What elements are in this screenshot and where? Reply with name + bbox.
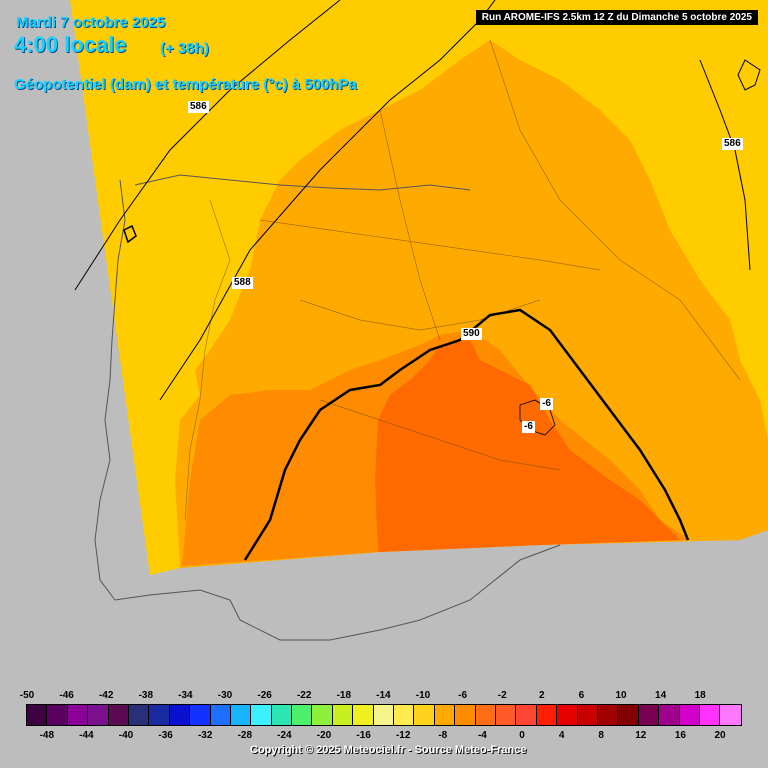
legend-swatch [495, 705, 517, 725]
legend-top-label: -2 [497, 690, 507, 701]
legend-swatch [169, 705, 191, 725]
legend-swatch [414, 705, 435, 725]
legend-bottom-label: -48 [39, 730, 55, 741]
legend-top-label: 6 [578, 690, 585, 701]
legend-top-label: -6 [458, 690, 468, 701]
coastline [94, 179, 561, 641]
legend-bottom-label: -16 [356, 730, 371, 741]
contour-label-590: 590 [461, 328, 482, 340]
legend-swatch [128, 705, 150, 725]
legend-top-label: -38 [138, 690, 154, 701]
legend-swatch [434, 705, 456, 725]
legend-swatch [149, 705, 170, 725]
copyright-text: Copyright © 2025 Meteociel.fr - Source M… [250, 744, 527, 756]
legend-top-label: -22 [296, 690, 312, 701]
legend-bottom-label: 0 [519, 730, 525, 741]
legend-swatch [659, 705, 680, 725]
legend-top-label: -30 [217, 690, 233, 701]
legend-swatch [108, 705, 129, 725]
legend-swatch [720, 705, 741, 725]
legend-top-label: -26 [257, 690, 272, 701]
isotherm-minus6 [519, 399, 556, 436]
legend-swatch [47, 705, 68, 725]
legend-swatch [475, 705, 496, 725]
parameter-title: Géopotentiel (dam) et température (°c) à… [14, 76, 357, 93]
legend-swatch [292, 705, 313, 725]
contour-586-b [699, 59, 751, 271]
legend-swatch [638, 705, 660, 725]
legend-swatch [394, 705, 415, 725]
island-outline-2 [123, 224, 137, 244]
legend-swatch [88, 705, 109, 725]
legend-swatch [679, 705, 700, 725]
legend-bottom-label: 16 [674, 730, 686, 741]
legend-bottom-label: -36 [158, 730, 173, 741]
isotherm-label-b: -6 [522, 421, 535, 433]
legend-swatch [373, 705, 395, 725]
contour-label-586-a: 586 [188, 101, 209, 113]
legend-bottom-label: -12 [395, 730, 411, 741]
legend-bottom-label: 8 [598, 730, 604, 741]
legend-swatch [312, 705, 333, 725]
isotherm-label-a: -6 [540, 398, 553, 410]
legend-swatch [67, 705, 89, 725]
legend-top-label: 2 [539, 690, 545, 701]
legend-top-label: -42 [98, 690, 114, 701]
legend-swatch [597, 705, 619, 725]
contour-588 [159, 0, 496, 401]
contour-label-588: 588 [232, 277, 253, 289]
contour-label-586-b: 586 [722, 138, 743, 150]
legend-bottom-label: -24 [277, 730, 292, 741]
legend-top-label: -14 [376, 690, 391, 701]
legend-swatch [190, 705, 211, 725]
legend-swatch [516, 705, 537, 725]
legend-swatch [230, 705, 252, 725]
legend-swatch [251, 705, 272, 725]
legend-bottom-label: -44 [79, 730, 94, 741]
legend-swatch [27, 705, 48, 725]
legend-swatch [618, 705, 639, 725]
forecast-date: Mardi 7 octobre 2025 [16, 14, 166, 31]
legend-top-label: 10 [615, 690, 627, 701]
contour-590 [243, 308, 690, 561]
legend-top-label: -18 [336, 690, 352, 701]
legend-top-label: -34 [178, 690, 193, 701]
legend-top-label: 18 [694, 690, 706, 701]
legend-swatch [271, 705, 293, 725]
legend-swatch [699, 705, 721, 725]
legend-bottom-label: 4 [558, 730, 565, 741]
legend-swatch [332, 705, 354, 725]
legend-top-label: 14 [655, 690, 667, 701]
legend-swatch [455, 705, 476, 725]
contour-586-a [74, 0, 341, 291]
forecast-lead-time: (+ 38h) [160, 40, 209, 57]
run-info-badge: Run AROME-IFS 2.5km 12 Z du Dimanche 5 o… [475, 10, 758, 25]
temp-zone-dark-orange [375, 340, 680, 552]
legend-bottom-label: -32 [197, 730, 213, 741]
legend-bottom-label: -4 [477, 730, 487, 741]
legend-swatch [577, 705, 598, 725]
island-outline [737, 59, 761, 91]
legend-swatch [353, 705, 374, 725]
legend-bottom-label: 12 [635, 730, 647, 741]
legend-top-label: -10 [415, 690, 431, 701]
legend-swatch [557, 705, 578, 725]
legend-swatch [536, 705, 558, 725]
color-scale-legend [26, 704, 742, 726]
legend-top-label: -46 [59, 690, 74, 701]
legend-bottom-label: -20 [316, 730, 332, 741]
legend-bottom-label: -28 [237, 730, 253, 741]
legend-bottom-label: -40 [118, 730, 134, 741]
legend-swatch [210, 705, 231, 725]
legend-bottom-label: 20 [714, 730, 726, 741]
forecast-time: 4:00 locale [14, 32, 127, 57]
legend-bottom-label: -8 [438, 730, 448, 741]
legend-top-label: -50 [19, 690, 35, 701]
